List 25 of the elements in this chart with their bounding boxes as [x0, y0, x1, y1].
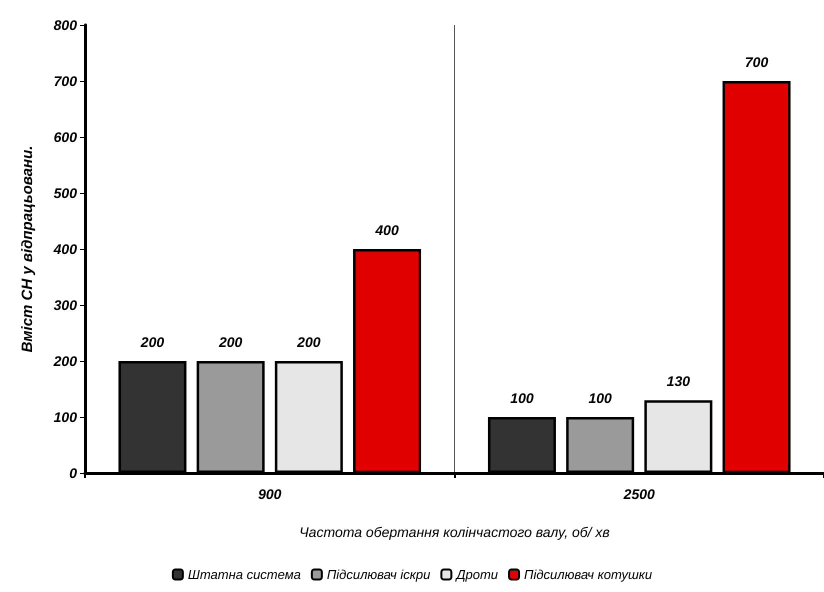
x-tick-label: 2500 — [622, 486, 656, 502]
y-tick-label: 800 — [54, 17, 78, 33]
y-axis-title: Вміст СН у відпрацьовани. — [19, 146, 36, 352]
legend-label: Підсилювач котушки — [524, 567, 652, 582]
y-tick-label: 400 — [52, 241, 78, 257]
data-label: 400 — [374, 222, 399, 238]
x-tick-label: 900 — [258, 486, 282, 502]
y-tick-label: 200 — [52, 353, 78, 369]
legend-label: Підсилювач іскри — [326, 567, 430, 582]
data-label: 200 — [296, 334, 321, 350]
legend-label: Дроти — [454, 567, 498, 582]
y-tick-label: 0 — [69, 465, 78, 481]
data-label: 130 — [666, 373, 690, 390]
legend-label: Штатна система — [188, 567, 301, 582]
y-tick-label: 300 — [54, 297, 78, 313]
y-tick-label: 100 — [54, 409, 78, 425]
data-label: 100 — [510, 390, 534, 406]
y-tick-label: 700 — [54, 73, 78, 89]
data-label: 700 — [744, 54, 768, 70]
y-tick-label: 600 — [54, 129, 78, 145]
data-label: 200 — [140, 334, 164, 350]
x-axis-title: Частота обертання колінчастого валу, об/ хв — [299, 524, 610, 540]
data-label: 200 — [218, 334, 243, 350]
data-label: 100 — [588, 390, 612, 406]
y-tick-label: 500 — [54, 185, 78, 201]
